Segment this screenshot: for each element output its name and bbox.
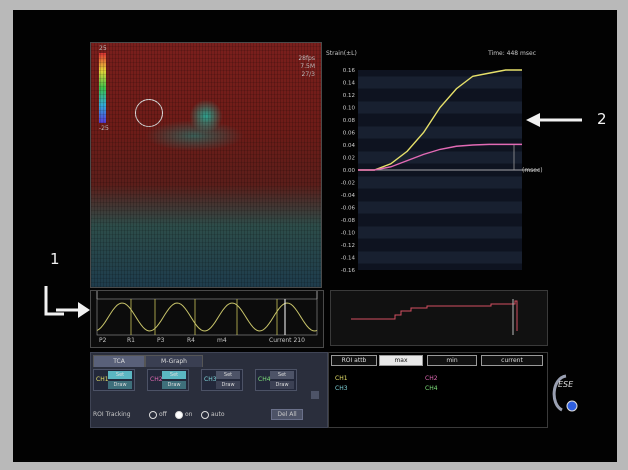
logo-text: ESE bbox=[558, 380, 574, 389]
grid-band bbox=[358, 76, 522, 89]
strain-plot: 0.16 0.14 0.12 0.10 0.08 0.06 0.04 0.02 0.00 -0.0… bbox=[341, 68, 540, 274]
result-ch1-label: CH1 bbox=[335, 375, 348, 382]
channel-4-draw-button[interactable]: Draw bbox=[270, 381, 294, 389]
scale-bottom-label: -25 bbox=[99, 125, 109, 132]
channel-2-draw-button[interactable]: Draw bbox=[162, 381, 186, 389]
annotation-1: 1 bbox=[50, 250, 60, 268]
results-panel: ROI attb max min current CH1 CH2 CH3 CH4 bbox=[328, 352, 548, 428]
y-tick-label: 0.04 bbox=[343, 143, 356, 149]
trace-marker: P2 bbox=[99, 337, 107, 344]
option-off: off bbox=[159, 411, 167, 418]
ese-logo: ESE bbox=[548, 364, 582, 424]
tab-current[interactable]: current bbox=[481, 355, 543, 366]
tab-m-graph[interactable]: M-Graph bbox=[145, 355, 203, 367]
y-tick-label: 0.02 bbox=[343, 156, 355, 162]
ese-logo-icon bbox=[552, 374, 578, 412]
tab-roi-attb[interactable]: ROI attb bbox=[331, 355, 377, 366]
y-tick-label: 0.12 bbox=[343, 93, 355, 99]
y-tick-label: -0.08 bbox=[341, 218, 356, 224]
y-tick-label: 0.14 bbox=[343, 81, 356, 87]
frequency-readout: 7.5M bbox=[300, 63, 315, 70]
current-frame-label: Current 210 bbox=[269, 337, 305, 344]
y-tick-label: -0.12 bbox=[341, 243, 355, 249]
strain-chart: Strain(±L) Time: 448 msec 0.16 0.14 0.12 0.… bbox=[326, 50, 544, 278]
result-ch4-label: CH4 bbox=[425, 385, 438, 392]
frame-readout: 27/3 bbox=[301, 71, 315, 78]
segment-trace bbox=[351, 299, 518, 335]
channel-2-box: CH2 Set Draw bbox=[147, 369, 189, 391]
y-tick-label: -0.16 bbox=[341, 268, 356, 274]
channel-4-box: CH4 Set Draw bbox=[255, 369, 297, 391]
trace-plot bbox=[96, 291, 318, 336]
tab-max[interactable]: max bbox=[379, 355, 423, 366]
channel-1-draw-button[interactable]: Draw bbox=[108, 381, 132, 389]
y-tick-label: 0.16 bbox=[343, 68, 356, 74]
y-tick-label: -0.02 bbox=[341, 181, 355, 187]
y-tick-label: -0.04 bbox=[341, 193, 356, 199]
y-tick-label: 0.08 bbox=[343, 118, 356, 124]
tab-min[interactable]: min bbox=[427, 355, 477, 366]
y-tick-label: -0.06 bbox=[341, 206, 356, 212]
tab-tca[interactable]: TCA bbox=[93, 355, 145, 367]
segment-trace-panel bbox=[330, 290, 548, 346]
del-all-button[interactable]: Del All bbox=[271, 409, 303, 420]
grid-band bbox=[358, 126, 522, 139]
annotation-2-arrow bbox=[526, 113, 582, 127]
trace-marker: P3 bbox=[157, 337, 165, 344]
trace-panel[interactable]: P2 R1 P3 R4 m4 Current 210 bbox=[90, 290, 324, 348]
grid-band bbox=[358, 226, 522, 239]
grid-band bbox=[358, 251, 522, 264]
time-readout: Time: 448 msec bbox=[488, 50, 536, 57]
trace-waveform bbox=[96, 302, 318, 332]
channel-3-set-button[interactable]: Set bbox=[216, 371, 240, 379]
roi-circle[interactable] bbox=[135, 99, 163, 127]
strain-series-line bbox=[358, 69, 522, 171]
color-scale-bar bbox=[99, 53, 106, 123]
trace-marker: R4 bbox=[187, 337, 195, 344]
control-panel: TCA M-Graph CH1 Set Draw CH2 Set Draw CH… bbox=[90, 352, 328, 428]
msec-marker: (msec) bbox=[522, 167, 543, 174]
channel-3-box: CH3 Set Draw bbox=[201, 369, 243, 391]
result-ch3-label: CH3 bbox=[335, 385, 348, 392]
channel-3-draw-button[interactable]: Draw bbox=[216, 381, 240, 389]
channel-4-set-button[interactable]: Set bbox=[270, 371, 294, 379]
y-tick-label: -0.10 bbox=[341, 231, 356, 237]
annotation-2: 2 bbox=[597, 110, 607, 128]
channel-2-set-button[interactable]: Set bbox=[162, 371, 186, 379]
strain-axis-label: Strain(±L) bbox=[326, 50, 357, 57]
roi-tracking-label: ROI Tracking bbox=[93, 411, 131, 418]
result-ch2-label: CH2 bbox=[425, 375, 438, 382]
frame-rate-readout: 28fps bbox=[298, 55, 315, 62]
trace-frame bbox=[96, 298, 318, 336]
option-auto: auto bbox=[211, 411, 225, 418]
channel-1-box: CH1 Set Draw bbox=[93, 369, 135, 391]
y-tick-label: 0.00 bbox=[343, 168, 356, 174]
grid-band bbox=[358, 201, 522, 214]
channel-3-label: CH3 bbox=[204, 376, 217, 383]
option-on: on bbox=[185, 411, 193, 418]
channel-2-label: CH2 bbox=[150, 376, 163, 383]
radio-off-icon[interactable] bbox=[149, 411, 157, 419]
grid-band bbox=[358, 176, 522, 189]
strain-series-line bbox=[358, 143, 522, 171]
channel-4-label: CH4 bbox=[258, 376, 271, 383]
y-tick-label: -0.14 bbox=[341, 256, 356, 262]
annotation-1-arrow bbox=[44, 286, 90, 318]
y-tick-label: 0.10 bbox=[343, 106, 356, 112]
trace-marker: R1 bbox=[127, 337, 135, 344]
ultrasound-image[interactable]: 25 -25 28fps 7.5M 27/3 bbox=[90, 42, 322, 288]
radio-on-icon[interactable] bbox=[175, 411, 183, 419]
grid-band bbox=[358, 151, 522, 164]
trace-marker: m4 bbox=[217, 337, 227, 344]
scale-top-label: 25 bbox=[99, 45, 107, 52]
channel-1-set-button[interactable]: Set bbox=[108, 371, 132, 379]
radio-auto-icon[interactable] bbox=[201, 411, 209, 419]
y-tick-label: 0.06 bbox=[343, 131, 356, 137]
channel-1-label: CH1 bbox=[96, 376, 109, 383]
scroll-button[interactable] bbox=[311, 391, 319, 399]
